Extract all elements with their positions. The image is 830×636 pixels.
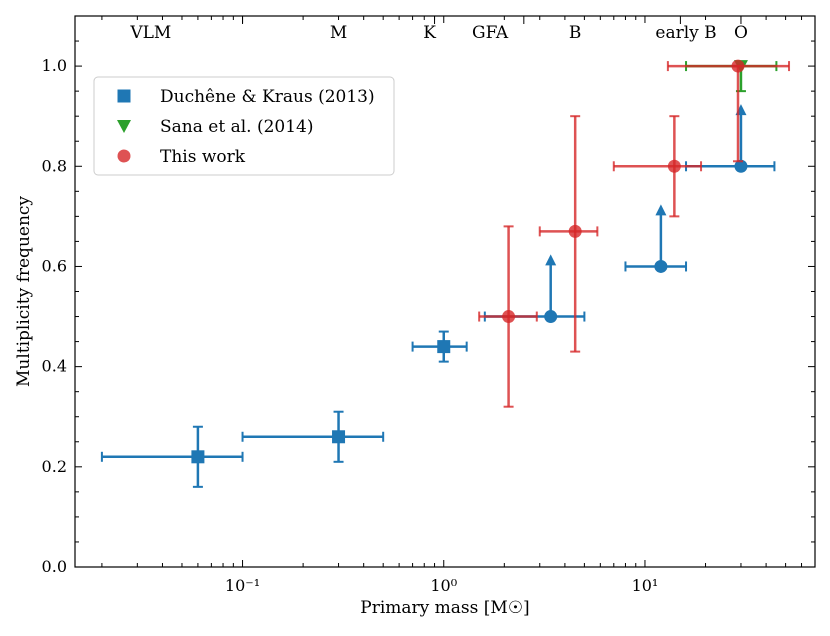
axes-frame bbox=[74, 15, 816, 568]
y-tick-label: 0.0 bbox=[42, 557, 67, 576]
class-label: GFA bbox=[472, 23, 509, 43]
data-layer bbox=[100, 59, 791, 488]
data-point bbox=[191, 450, 205, 464]
data-point bbox=[667, 159, 681, 173]
class-label: B bbox=[569, 23, 582, 43]
legend-label: This work bbox=[160, 147, 246, 167]
x-tick-label: 10¹ bbox=[632, 576, 659, 595]
series-sana-et-al-2014 bbox=[685, 60, 778, 93]
data-point bbox=[502, 310, 516, 324]
legend-box bbox=[93, 76, 395, 176]
data-point bbox=[734, 159, 748, 173]
data-point bbox=[437, 340, 451, 354]
class-label: M bbox=[330, 23, 347, 43]
class-label: O bbox=[734, 23, 748, 43]
legend-marker bbox=[117, 120, 131, 133]
data-point bbox=[568, 224, 582, 238]
y-axis-label: Multiplicity frequency bbox=[14, 196, 34, 387]
series-this-work bbox=[478, 59, 791, 408]
class-label: VLM bbox=[129, 23, 171, 43]
legend-marker bbox=[117, 89, 131, 103]
lower-limit-arrow-head bbox=[655, 204, 667, 216]
data-point bbox=[544, 310, 558, 324]
y-tick-label: 0.2 bbox=[42, 457, 67, 476]
legend-label: Duchêne & Kraus (2013) bbox=[160, 87, 375, 107]
series-duch-ne-kraus-2013 bbox=[100, 330, 468, 488]
y-tick-label: 1.0 bbox=[42, 56, 67, 75]
x-tick-label: 10⁰ bbox=[430, 576, 457, 595]
x-axis-label: Primary mass [M☉] bbox=[360, 598, 529, 618]
data-point bbox=[654, 259, 668, 273]
y-tick-label: 0.8 bbox=[42, 156, 67, 175]
class-label: K bbox=[423, 23, 436, 43]
class-label: early B bbox=[655, 23, 716, 43]
lower-limit-arrow-head bbox=[545, 254, 557, 266]
x-tick-label: 10⁻¹ bbox=[225, 576, 260, 595]
legend-marker bbox=[117, 149, 131, 163]
legend-label: Sana et al. (2014) bbox=[160, 117, 313, 137]
data-point bbox=[332, 430, 346, 444]
legend: Duchêne & Kraus (2013) Sana et al. (2014)… bbox=[93, 76, 395, 176]
series-duch-ne-kraus-2013-lower-limits bbox=[483, 104, 776, 324]
data-point bbox=[731, 59, 745, 73]
y-tick-label: 0.6 bbox=[42, 256, 67, 275]
y-tick-label: 0.4 bbox=[42, 357, 67, 376]
labels-layer: 10⁻¹ 10⁰ 10¹ 0.0 0.2 0.4 0.6 0.8 1.0 Primary mass… bbox=[14, 23, 748, 618]
